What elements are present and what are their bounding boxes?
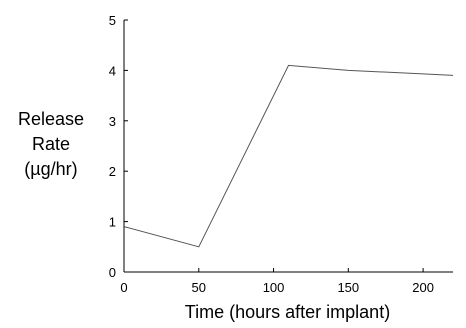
x-axis-label: Time (hours after implant) — [185, 302, 390, 322]
y-tick-label: 5 — [109, 13, 116, 28]
y-tick-label: 1 — [109, 215, 116, 230]
x-tick-label: 50 — [192, 280, 206, 295]
y-axis-label-line-3: (µg/hr) — [24, 159, 77, 179]
series-line-1 — [123, 64, 454, 248]
y-tick-label: 4 — [109, 63, 116, 78]
x-tick-label: 150 — [337, 280, 359, 295]
series-layer — [123, 64, 454, 248]
y-axis-label-line-2: Rate — [32, 134, 70, 154]
x-tick-label: 100 — [263, 280, 285, 295]
axes — [123, 20, 453, 273]
y-tick-label: 0 — [109, 265, 116, 280]
y-tick-label: 3 — [109, 114, 116, 129]
x-tick-label: 200 — [412, 280, 434, 295]
y-axis-label-line-1: Release — [18, 109, 84, 129]
y-tick-label: 2 — [109, 164, 116, 179]
x-tick-label: 0 — [120, 280, 127, 295]
